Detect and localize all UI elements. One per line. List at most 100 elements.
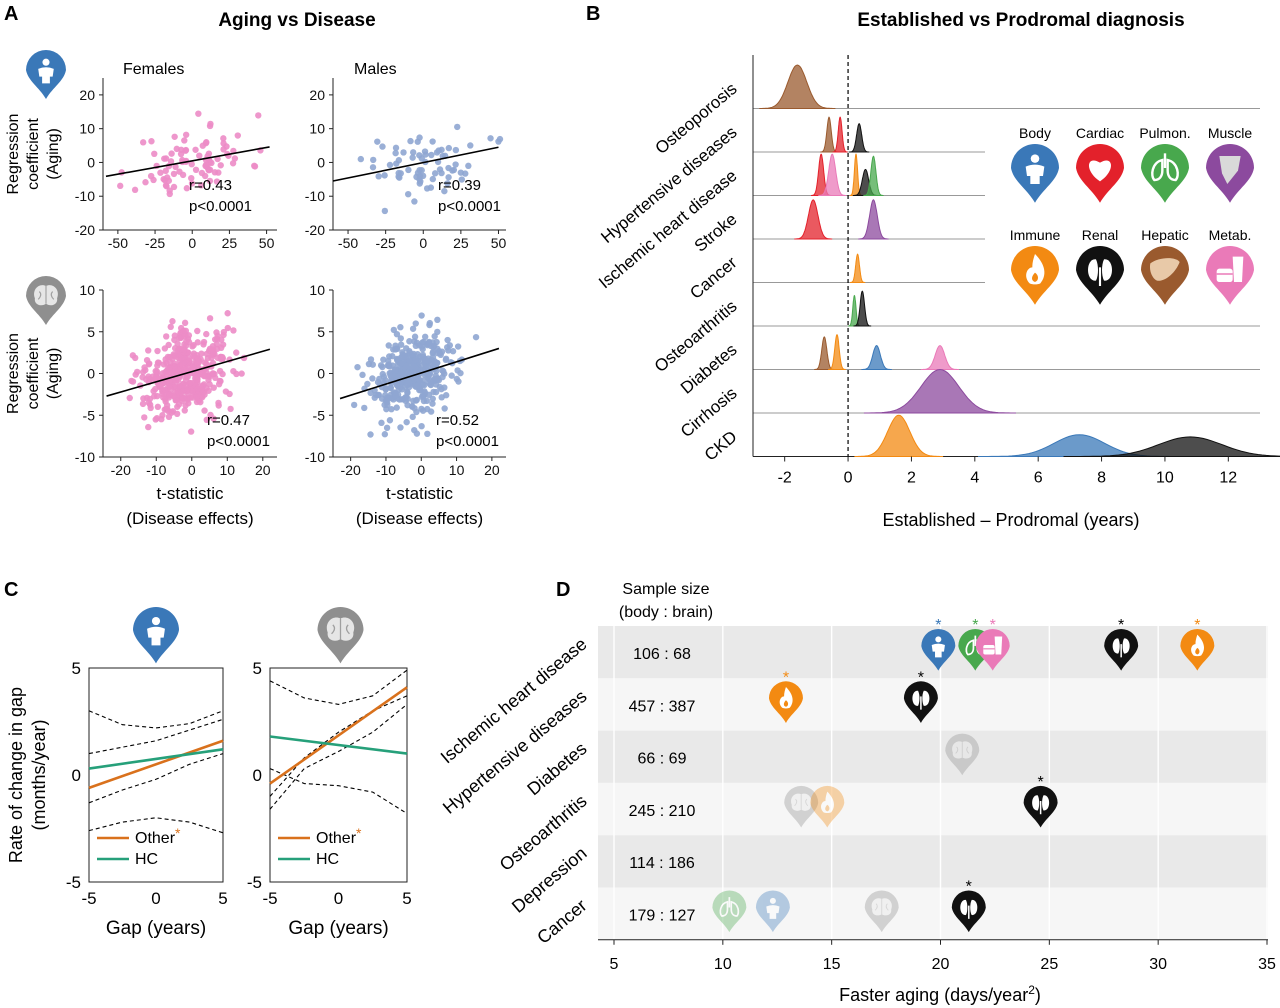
kidney-right — [1042, 795, 1050, 811]
data-point — [429, 138, 436, 145]
data-point — [414, 350, 421, 358]
y-tick-label: 0 — [87, 154, 95, 170]
data-point — [170, 351, 177, 358]
kidney-left — [1032, 795, 1040, 811]
data-point — [200, 341, 207, 348]
y-tick-label: 0 — [317, 366, 325, 382]
x-axis-title: Gap (years) — [288, 918, 388, 939]
density-peak-metab — [920, 345, 959, 370]
x-axis-title: Faster aging (days/year2) — [839, 983, 1041, 1005]
stat-r: r=0.52 — [436, 412, 479, 429]
confidence-band — [269, 703, 408, 810]
data-point — [412, 320, 419, 327]
data-point — [160, 175, 167, 183]
data-point — [381, 172, 388, 179]
data-point — [431, 170, 439, 177]
data-point — [454, 367, 461, 374]
person-head — [935, 636, 942, 643]
data-point — [412, 356, 419, 363]
data-point — [145, 423, 152, 431]
confidence-band — [88, 718, 224, 755]
data-point — [202, 139, 210, 147]
brain-folds — [331, 618, 350, 639]
data-point — [206, 177, 214, 185]
data-point — [201, 372, 208, 379]
y-tick-label: -10 — [75, 188, 95, 204]
sample-size-header: (body : brain) — [619, 604, 713, 621]
data-point — [411, 198, 418, 205]
data-point — [423, 185, 431, 192]
lung-left — [1151, 158, 1164, 182]
data-point — [177, 150, 185, 158]
data-point — [359, 371, 366, 379]
brain-icon — [864, 890, 899, 933]
immune-icon — [810, 785, 845, 828]
body-icon — [921, 629, 956, 671]
data-point — [233, 349, 240, 356]
x-tick-label: -5 — [81, 889, 96, 908]
data-point — [141, 414, 148, 421]
legend-label: Metab. — [1209, 227, 1252, 243]
data-point — [438, 394, 445, 401]
data-point — [173, 410, 181, 418]
data-point — [129, 352, 137, 359]
data-point — [405, 378, 412, 385]
y-axis-title: (Aging) — [45, 348, 62, 400]
person-head — [769, 897, 776, 904]
series-line — [269, 735, 408, 755]
data-point — [233, 370, 240, 378]
confidence-band — [88, 753, 224, 804]
stat-r: r=0.43 — [189, 177, 232, 194]
data-point — [404, 395, 411, 403]
data-point — [382, 376, 389, 384]
kidney-left — [912, 690, 920, 706]
x-tick-label: 2 — [907, 470, 916, 487]
y-tick-label: 5 — [87, 324, 95, 340]
data-point — [227, 405, 234, 413]
data-point — [415, 381, 422, 389]
data-point — [411, 426, 418, 434]
brain-shape — [791, 793, 812, 811]
x-tick-label: 5 — [402, 889, 411, 908]
data-point — [388, 406, 395, 413]
y-tick-label: 10 — [309, 121, 325, 137]
x-tick-label: 20 — [484, 462, 500, 478]
burger — [983, 645, 995, 655]
data-point — [429, 400, 436, 407]
y-tick-label: 0 — [317, 154, 325, 170]
data-point — [418, 422, 425, 430]
confidence-band — [269, 695, 408, 797]
data-point — [449, 167, 456, 174]
panel-a-label: A — [4, 3, 18, 25]
data-point — [445, 144, 453, 152]
data-point — [428, 151, 435, 159]
y-axis-title: (months/year) — [29, 719, 49, 830]
data-point — [402, 362, 410, 370]
data-point — [151, 150, 158, 158]
data-point — [201, 359, 209, 366]
data-point — [467, 142, 474, 149]
y-tick-label: 10 — [79, 121, 95, 137]
y-tick-label: -20 — [305, 222, 325, 238]
data-point — [207, 120, 214, 128]
data-point — [215, 399, 222, 407]
data-point — [190, 352, 197, 359]
y-tick-label: -10 — [305, 449, 325, 465]
data-point — [193, 376, 200, 383]
data-point — [416, 376, 424, 384]
immune-icon — [1180, 629, 1215, 671]
confidence-band — [269, 768, 408, 814]
data-point — [452, 146, 460, 154]
data-point — [198, 350, 205, 357]
data-point — [445, 347, 452, 354]
legend-label: Cardiac — [1076, 125, 1124, 141]
significance-star: * — [990, 617, 996, 634]
data-point — [195, 110, 202, 117]
x-axis-title: Established – Prodromal (years) — [882, 510, 1139, 530]
x-tick-label: 0 — [188, 462, 196, 478]
y-axis-title: (Aging) — [45, 128, 62, 180]
y-tick-label: -5 — [66, 873, 81, 892]
series-line — [269, 686, 408, 785]
x-tick-label: 25 — [222, 235, 238, 251]
x-tick-label: -20 — [111, 462, 131, 478]
